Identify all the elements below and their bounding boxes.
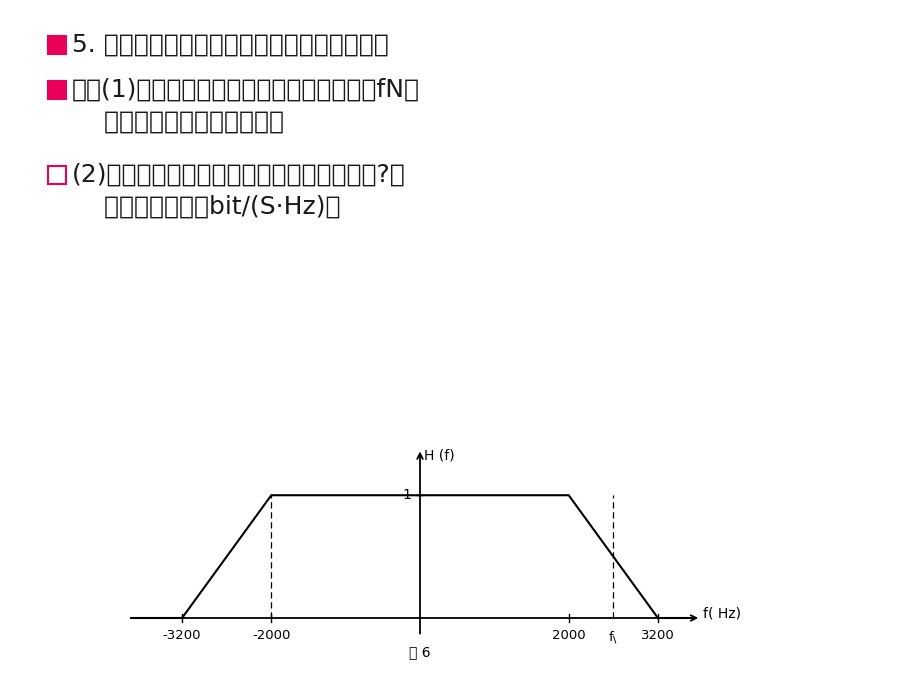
Text: -2000: -2000	[252, 629, 290, 642]
Text: 图 6: 图 6	[409, 645, 430, 659]
Bar	[48, 81, 66, 99]
Text: f$_{\mathbf{\backslash}}$: f$_{\mathbf{\backslash}}$	[607, 629, 618, 644]
Text: f( Hz): f( Hz)	[702, 606, 740, 620]
Text: 5. 基带传输系统，其形成系统特性如图所示。: 5. 基带传输系统，其形成系统特性如图所示。	[72, 33, 389, 57]
Text: 3200: 3200	[641, 629, 675, 642]
Text: 间隔和符号速率各为多少？: 间隔和符号速率各为多少？	[72, 110, 284, 134]
Text: 1: 1	[402, 489, 411, 502]
Bar	[48, 36, 66, 54]
Text: 求：(1)若符合奈氏第一准则，那么奈氏频率fN、: 求：(1)若符合奈氏第一准则，那么奈氏频率fN、	[72, 78, 420, 102]
Text: 2000: 2000	[551, 629, 584, 642]
Text: (2)采用四电平传输时，数据传信速率为多少?频: (2)采用四电平传输时，数据传信速率为多少?频	[72, 163, 405, 187]
Text: -3200: -3200	[163, 629, 201, 642]
Text: 谱利用率为多少bit/(S·Hz)？: 谱利用率为多少bit/(S·Hz)？	[72, 195, 340, 219]
Text: H (f): H (f)	[424, 448, 454, 462]
Bar	[48, 166, 66, 184]
